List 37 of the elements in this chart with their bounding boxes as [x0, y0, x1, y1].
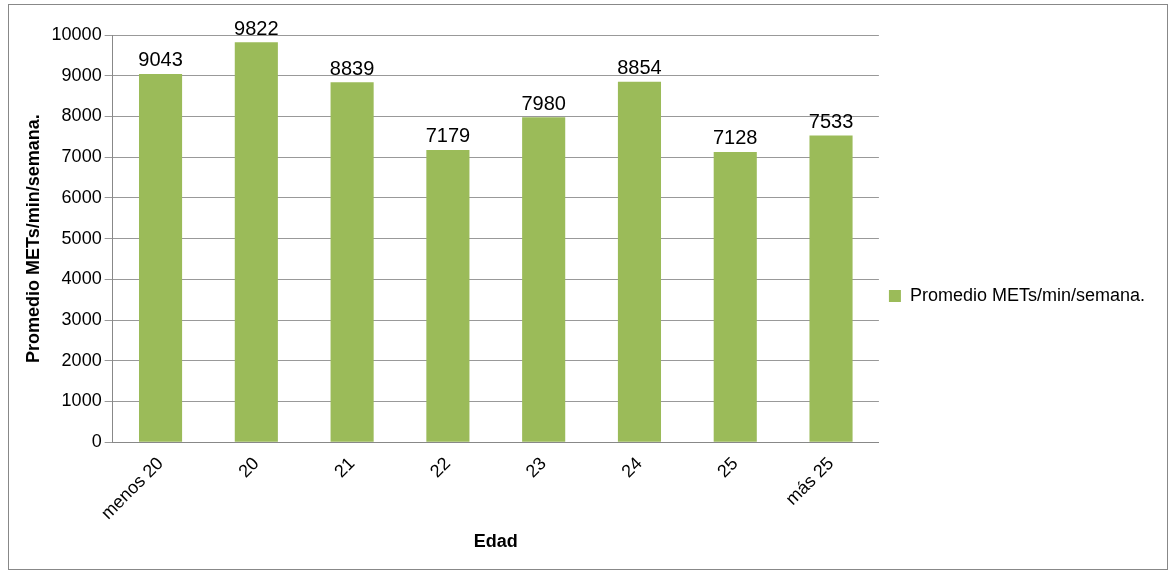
data-label: 7533 [808, 109, 854, 132]
bar [426, 149, 470, 442]
y-tick-label: 10000 [51, 23, 102, 44]
bar [138, 73, 183, 442]
x-tick-label: 22 [425, 453, 455, 482]
data-label: 7179 [425, 124, 471, 147]
y-tick-label: 0 [91, 431, 102, 452]
data-label: 9043 [138, 48, 183, 71]
bar [809, 135, 853, 442]
y-tick-label: 9000 [61, 64, 102, 85]
bar [330, 82, 374, 442]
data-label: 8839 [329, 56, 375, 79]
bar [713, 151, 757, 442]
x-axis-title: Edad [473, 531, 518, 552]
data-label: 7128 [712, 126, 758, 149]
bar [522, 117, 566, 442]
bar [617, 81, 662, 442]
legend-label: Promedio METs/min/semana. [909, 284, 1146, 305]
data-label: 8854 [617, 56, 662, 79]
x-tick-label: 23 [521, 453, 551, 482]
y-axis-title: Promedio METs/min/semana. [22, 114, 43, 363]
x-tick-label: más 25 [781, 453, 838, 509]
x-tick-label: 25 [713, 453, 742, 482]
y-tick-label: 5000 [61, 227, 102, 248]
data-label: 7980 [521, 91, 566, 114]
y-tick-label: 8000 [61, 105, 102, 126]
x-tick-label: 20 [234, 453, 263, 482]
data-label: 9822 [234, 16, 279, 39]
y-tick-label: 4000 [61, 268, 102, 289]
bar [234, 42, 278, 442]
x-tick-label: 21 [330, 453, 359, 482]
y-tick-label: 3000 [61, 309, 102, 330]
y-tick-label: 6000 [61, 186, 102, 207]
x-tick-label: 24 [617, 453, 646, 482]
y-tick-label: 1000 [61, 390, 102, 411]
y-tick-label: 2000 [61, 349, 102, 370]
y-tick-label: 7000 [61, 146, 102, 167]
